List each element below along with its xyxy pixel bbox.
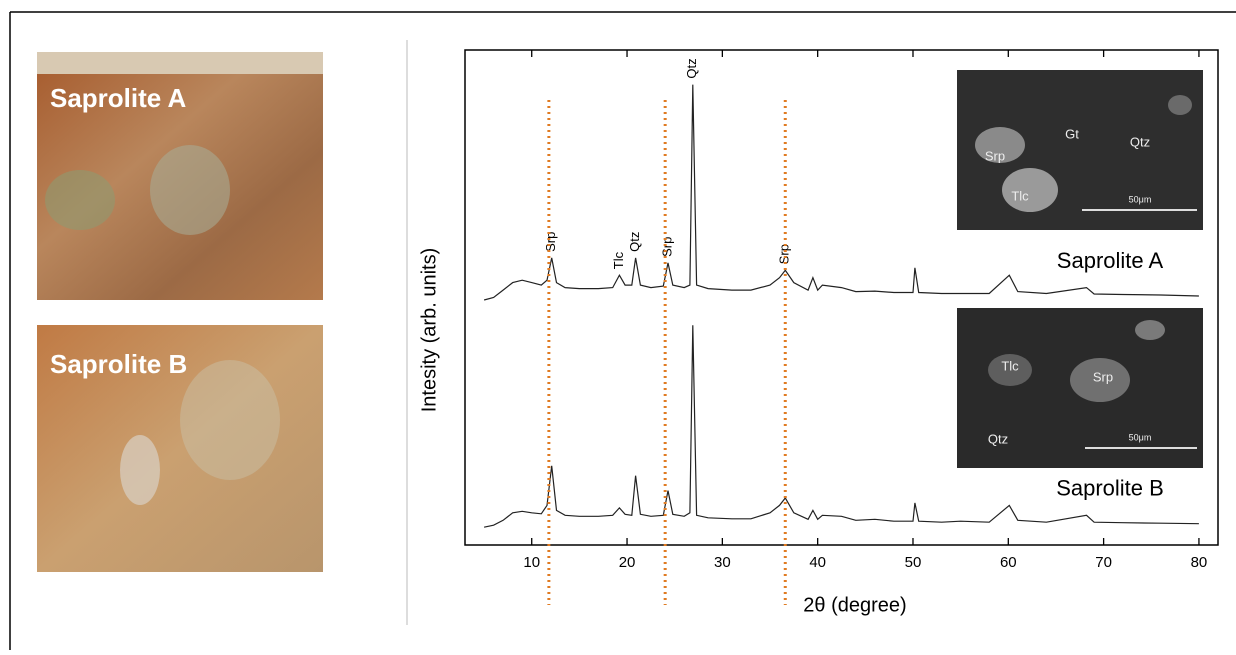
- peak-label: Srp: [659, 237, 674, 257]
- y-axis-label: Intesity (arb. units): [418, 248, 440, 413]
- peak-label: Qtz: [684, 58, 699, 78]
- inset-label: Tlc: [1001, 358, 1019, 373]
- x-tick-label: 80: [1191, 554, 1208, 571]
- plot-frame: [464, 49, 1219, 546]
- inset-label: Srp: [985, 148, 1005, 163]
- photo-label: Saprolite B: [50, 349, 187, 379]
- x-tick-label: 30: [714, 554, 731, 571]
- peak-label: Srp: [777, 244, 792, 264]
- photo-a: Saprolite A: [37, 52, 323, 300]
- x-tick-label: 40: [809, 554, 826, 571]
- series-label: Saprolite A: [1057, 248, 1164, 273]
- photo-b: Saprolite B: [37, 325, 323, 572]
- peak-label: Tlc: [611, 251, 626, 269]
- x-tick-label: 60: [1000, 554, 1017, 571]
- inset-label: Tlc: [1011, 188, 1029, 203]
- x-tick-label: 20: [619, 554, 636, 571]
- scale-bar-label: 50μm: [1129, 194, 1152, 204]
- inset-label: Qtz: [1130, 134, 1150, 149]
- series-label: Saprolite B: [1056, 476, 1164, 501]
- x-axis-label: 2θ (degree): [803, 594, 906, 616]
- xrd-line: [483, 84, 1199, 301]
- x-tick-label: 10: [523, 554, 540, 571]
- peak-label: Srp: [543, 232, 558, 252]
- sem-inset: Srp Gt Qtz Tlc 50μm: [957, 70, 1203, 230]
- xrd-line: [483, 325, 1199, 528]
- inset-label: Srp: [1093, 369, 1113, 384]
- inset-label: Qtz: [988, 431, 1008, 446]
- scale-bar-label: 50μm: [1129, 432, 1152, 442]
- sem-inset: Tlc Srp Qtz 50μm: [957, 308, 1203, 468]
- photo-label: Saprolite A: [50, 83, 187, 113]
- peak-label: Qtz: [627, 232, 642, 252]
- inset-label: Gt: [1065, 126, 1079, 141]
- x-tick-label: 70: [1095, 554, 1112, 571]
- x-tick-label: 50: [905, 554, 922, 571]
